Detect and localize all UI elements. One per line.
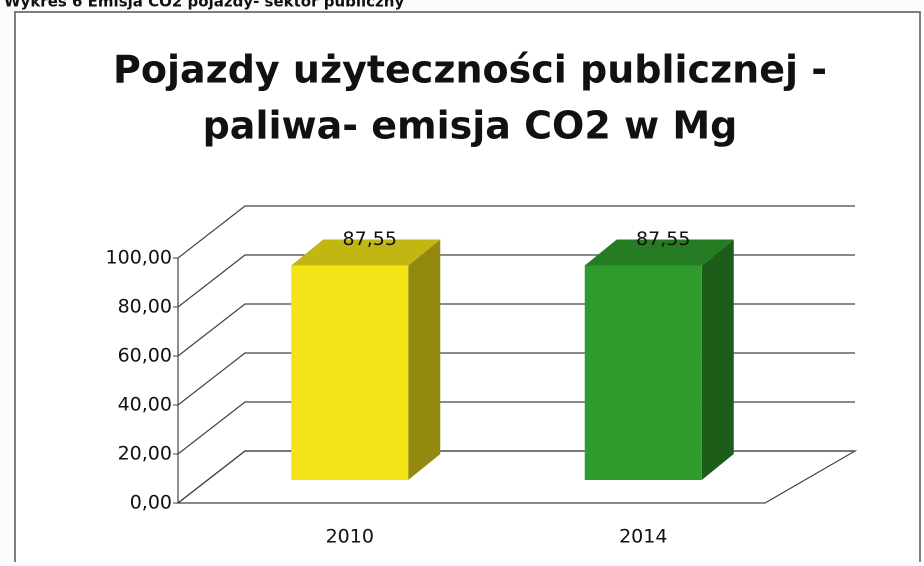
y-tick-label: 0,00 <box>130 492 172 514</box>
caption: Wykres 6 Emisja CO2 pojazdy- sektor publ… <box>4 0 404 11</box>
value-label: 87,55 <box>343 228 397 250</box>
bar-side <box>408 239 441 480</box>
x-tick-label: 2014 <box>619 526 667 548</box>
y-tick-label: 100,00 <box>106 247 172 269</box>
y-tick-label: 20,00 <box>118 443 172 465</box>
bar-top <box>584 239 734 266</box>
y-tick-label: 60,00 <box>118 345 172 367</box>
x-tick-label: 2010 <box>326 526 374 548</box>
bar-top <box>291 239 441 266</box>
y-tick-label: 40,00 <box>118 394 172 416</box>
grid-line <box>177 205 855 259</box>
chart-frame <box>14 11 921 566</box>
bar-side <box>701 239 734 480</box>
chart-title: Pojazdy użyteczności publicznej - <box>113 48 827 92</box>
value-label: 87,55 <box>636 228 690 250</box>
y-tick-label: 80,00 <box>118 296 172 318</box>
bar <box>584 265 702 480</box>
chart-title: paliwa- emisja CO2 w Mg <box>203 104 738 148</box>
bar <box>291 265 409 480</box>
